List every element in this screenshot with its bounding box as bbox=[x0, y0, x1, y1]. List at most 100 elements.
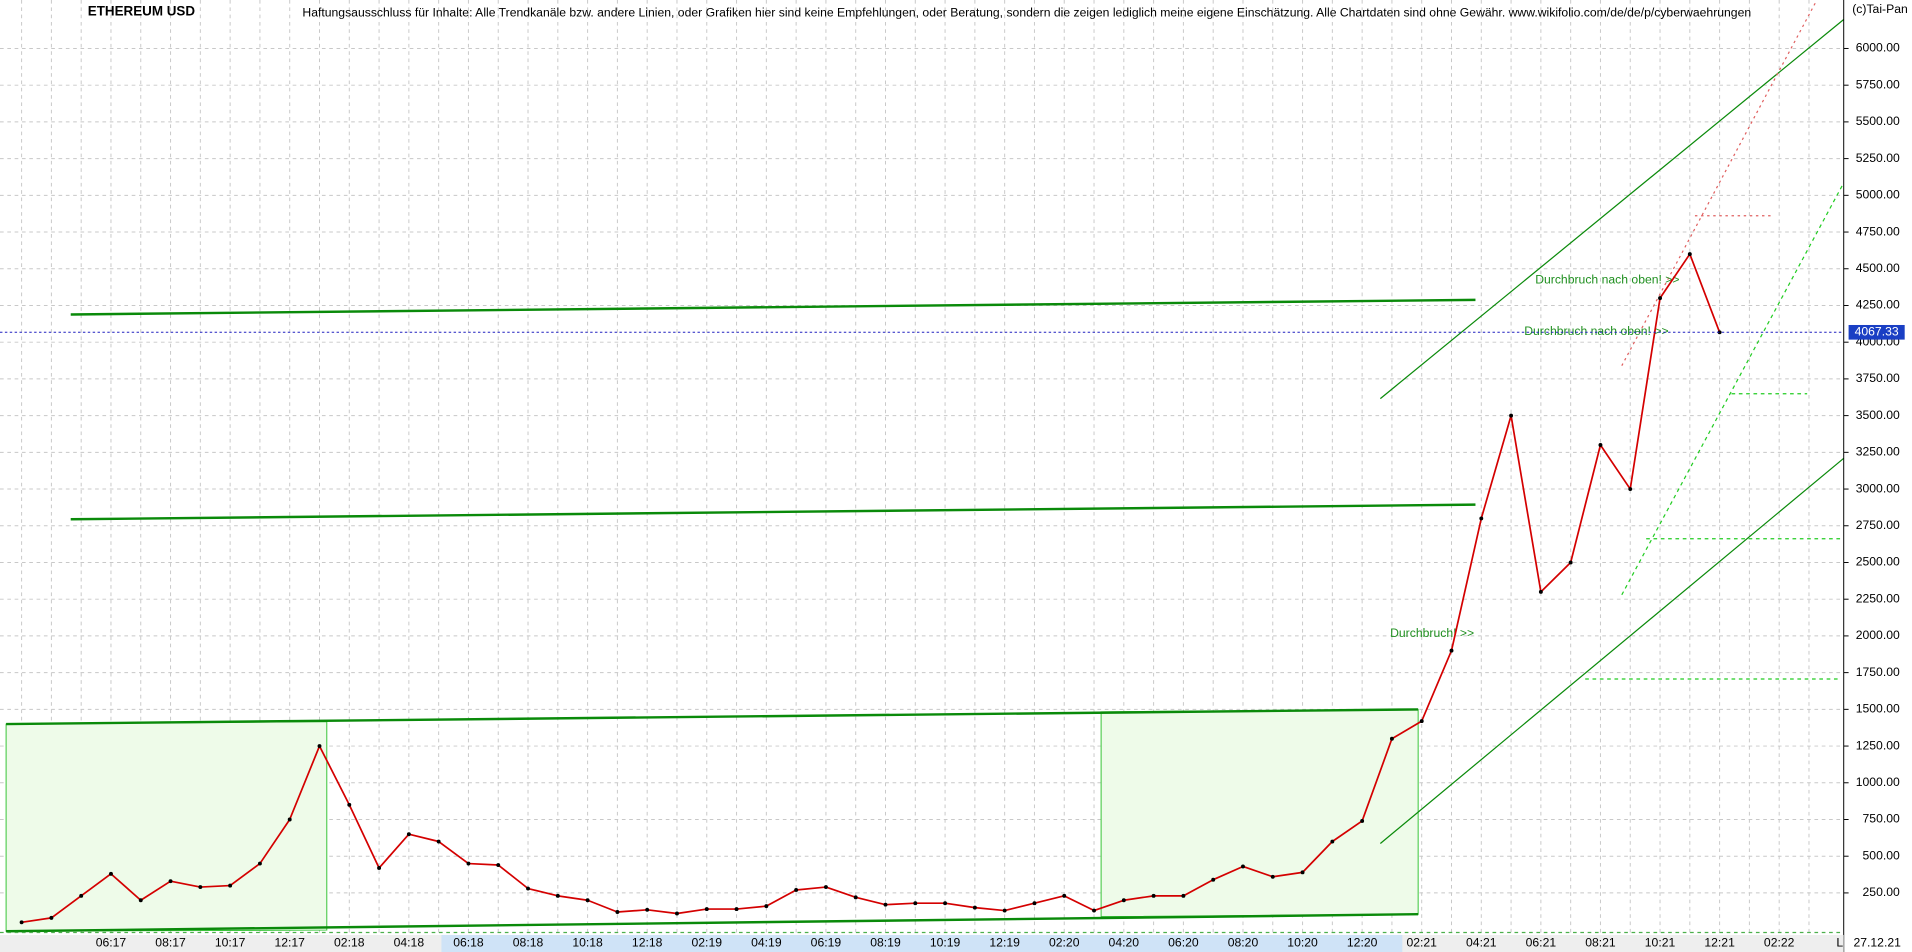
y-tick-label: 4250.00 bbox=[1856, 298, 1900, 312]
y-tick-label: 2000.00 bbox=[1856, 628, 1900, 642]
price-point bbox=[496, 863, 501, 867]
price-point bbox=[406, 832, 411, 837]
chart-title: ETHEREUM USD bbox=[88, 4, 196, 19]
disclaimer: Haftungsausschluss für Inhalte: Alle Tre… bbox=[302, 6, 1751, 20]
credit: (c)Tai-Pan bbox=[1852, 2, 1908, 16]
price-point bbox=[287, 817, 292, 822]
price-point bbox=[1717, 330, 1722, 335]
y-tick-label: 2250.00 bbox=[1856, 591, 1900, 605]
price-point bbox=[168, 879, 173, 884]
last-price-box bbox=[1848, 324, 1905, 340]
price-point bbox=[1241, 864, 1245, 869]
range-box bbox=[1100, 708, 1419, 918]
price-point bbox=[585, 898, 590, 903]
annotation: Durchbruch! >> bbox=[1390, 626, 1474, 640]
date-label: 27.12.21 bbox=[1853, 936, 1901, 950]
price-point bbox=[1509, 413, 1514, 418]
trend-line bbox=[6, 708, 1419, 726]
price-point bbox=[645, 907, 650, 912]
price-point bbox=[436, 839, 441, 844]
x-tick-label: 12:21 bbox=[1704, 936, 1735, 950]
price-point bbox=[764, 904, 769, 909]
price-point bbox=[1032, 901, 1037, 906]
price-point bbox=[347, 802, 352, 807]
price-point bbox=[1389, 736, 1394, 741]
x-tick-label: 02:18 bbox=[334, 936, 365, 950]
x-tick-label: 06:20 bbox=[1168, 936, 1199, 950]
x-tick-label: 04:21 bbox=[1466, 936, 1497, 950]
price-point bbox=[317, 744, 322, 749]
x-tick-label: 12:17 bbox=[274, 936, 305, 950]
range-box bbox=[5, 721, 328, 932]
price-point bbox=[1211, 877, 1216, 882]
x-tick-label: 06:18 bbox=[453, 936, 484, 950]
x-tick-label: 08:17 bbox=[155, 936, 186, 950]
price-point bbox=[675, 911, 679, 916]
price-line bbox=[21, 253, 1721, 924]
x-tick-label: 10:17 bbox=[215, 936, 246, 950]
price-point bbox=[109, 871, 113, 876]
price-point bbox=[913, 901, 918, 906]
x-tick-label: 10:18 bbox=[572, 936, 603, 950]
price-point bbox=[138, 898, 143, 903]
price-point bbox=[704, 907, 709, 912]
y-tick-label: 750.00 bbox=[1863, 812, 1901, 826]
price-point bbox=[853, 895, 858, 900]
price-point bbox=[615, 910, 620, 914]
price-point bbox=[794, 888, 799, 892]
x-tick-label: 12:18 bbox=[632, 936, 663, 950]
price-point bbox=[734, 907, 739, 912]
y-tick-label: 2750.00 bbox=[1856, 518, 1900, 532]
y-tick-label: 1750.00 bbox=[1856, 665, 1900, 679]
price-point bbox=[1449, 648, 1454, 653]
price-point bbox=[943, 901, 948, 906]
channel-line bbox=[1379, 19, 1845, 400]
x-tick-label: 06:19 bbox=[811, 936, 842, 950]
price-point bbox=[1360, 819, 1365, 823]
y-tick-label: 6000.00 bbox=[1856, 41, 1900, 55]
price-point bbox=[79, 893, 84, 898]
price-point bbox=[1628, 487, 1633, 491]
x-tick-label: 06:17 bbox=[96, 936, 127, 950]
x-tick-label: 10:21 bbox=[1645, 936, 1676, 950]
price-point bbox=[377, 866, 382, 870]
trend-line bbox=[70, 503, 1476, 521]
y-tick-label: 5500.00 bbox=[1856, 114, 1900, 128]
corner-label: L bbox=[1836, 936, 1843, 950]
y-tick-label: 3500.00 bbox=[1856, 408, 1900, 422]
price-point bbox=[1538, 589, 1543, 594]
price-point bbox=[198, 885, 203, 889]
last-price-label: 4067.33 bbox=[1855, 325, 1899, 339]
y-tick-label: 1250.00 bbox=[1856, 738, 1900, 752]
y-tick-label: 5000.00 bbox=[1856, 188, 1900, 202]
y-tick-label: 5750.00 bbox=[1856, 77, 1900, 91]
price-point bbox=[1270, 874, 1275, 879]
price-point bbox=[1687, 252, 1692, 257]
price-point bbox=[1121, 898, 1126, 903]
y-tick-label: 4500.00 bbox=[1856, 261, 1900, 275]
x-tick-label: 10:19 bbox=[930, 936, 961, 950]
y-tick-label: 1000.00 bbox=[1856, 775, 1900, 789]
x-tick-label: 02:22 bbox=[1764, 936, 1795, 950]
price-point bbox=[1419, 719, 1424, 724]
price-point bbox=[526, 886, 530, 891]
x-tick-label: 08:21 bbox=[1585, 936, 1616, 950]
price-point bbox=[1002, 908, 1007, 913]
channel-line bbox=[1379, 457, 1845, 844]
x-tick-label: 02:20 bbox=[1049, 936, 1080, 950]
x-tick-label: 08:19 bbox=[870, 936, 901, 950]
trend-line bbox=[70, 298, 1476, 316]
x-tick-label: 04:20 bbox=[1109, 936, 1140, 950]
price-point bbox=[1181, 893, 1186, 898]
y-tick-label: 250.00 bbox=[1863, 885, 1901, 899]
x-tick-label: 12:20 bbox=[1347, 936, 1378, 950]
price-point bbox=[257, 861, 262, 866]
price-point bbox=[1151, 893, 1156, 898]
trend-line bbox=[6, 912, 1419, 933]
price-point bbox=[883, 902, 888, 907]
price-point bbox=[19, 920, 24, 925]
y-tick-label: 1500.00 bbox=[1856, 702, 1900, 716]
dotted-line bbox=[1621, 0, 1818, 366]
y-tick-label: 5250.00 bbox=[1856, 151, 1900, 165]
